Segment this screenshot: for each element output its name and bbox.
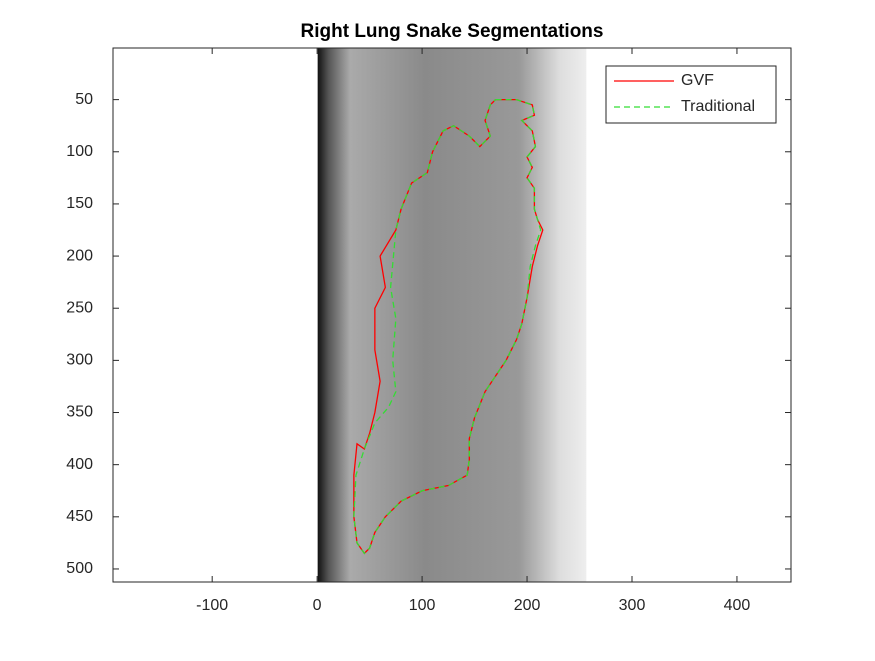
x-tick-label: 0 bbox=[313, 597, 322, 614]
x-tick-label: 200 bbox=[514, 597, 541, 614]
legend-label: Traditional bbox=[681, 98, 755, 115]
y-tick-label: 200 bbox=[66, 247, 93, 264]
xray-image bbox=[317, 48, 587, 582]
y-tick-label: 50 bbox=[75, 91, 93, 108]
y-tick-label: 500 bbox=[66, 560, 93, 577]
y-tick-label: 100 bbox=[66, 143, 93, 160]
y-tick-label: 350 bbox=[66, 404, 93, 421]
y-tick-label: 300 bbox=[66, 352, 93, 369]
y-tick-label: 400 bbox=[66, 456, 93, 473]
x-tick-label: 100 bbox=[409, 597, 436, 614]
x-tick-label: 300 bbox=[619, 597, 646, 614]
chart-title: Right Lung Snake Segmentations bbox=[301, 21, 604, 42]
contour-line bbox=[353, 98, 542, 555]
y-tick-label: 450 bbox=[66, 508, 93, 525]
legend-label: GVF bbox=[681, 72, 714, 89]
axes: -100 0 100 200 300 400 50 100 150 200 250 300 350 400… bbox=[66, 47, 792, 614]
x-tick-label: 400 bbox=[724, 597, 751, 614]
x-tick-label: -100 bbox=[196, 597, 228, 614]
legend-box bbox=[605, 65, 777, 124]
y-tick-label: 150 bbox=[66, 195, 93, 212]
axes-box bbox=[112, 47, 792, 583]
y-tick-label: 250 bbox=[66, 299, 93, 316]
